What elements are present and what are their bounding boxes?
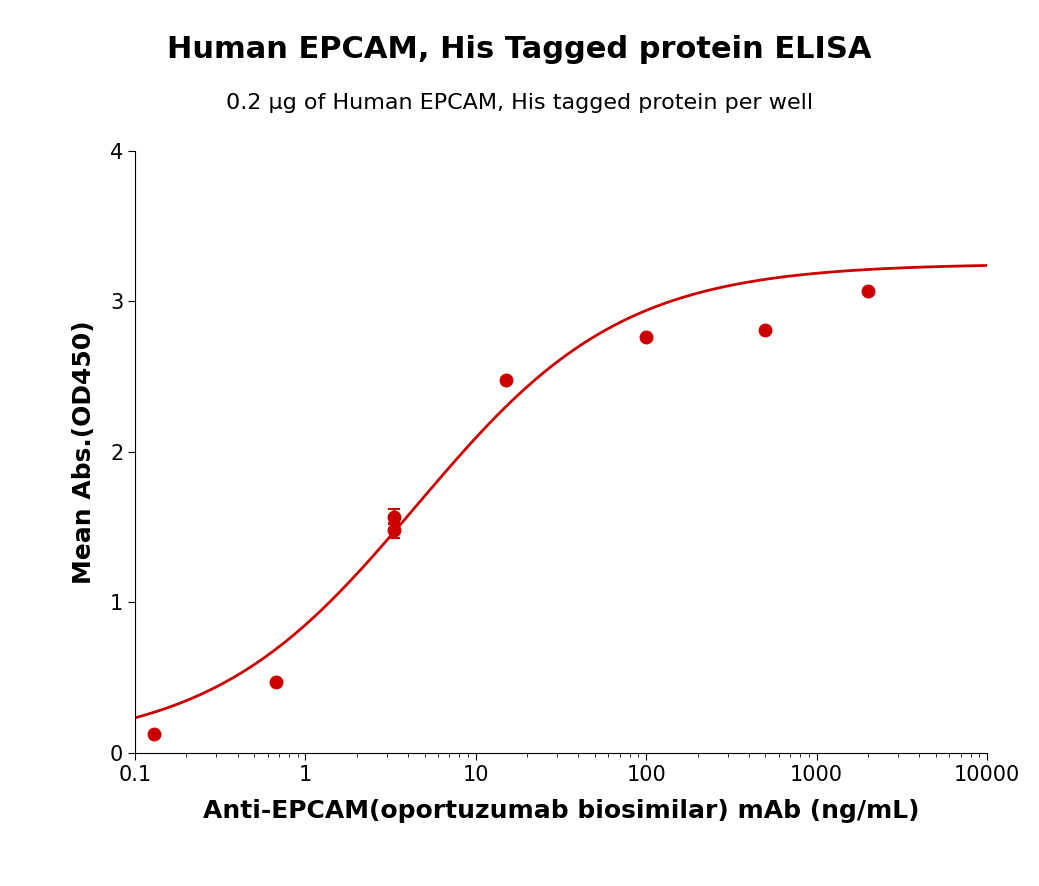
Text: Human EPCAM, His Tagged protein ELISA: Human EPCAM, His Tagged protein ELISA [167,35,872,65]
X-axis label: Anti-EPCAM(oportuzumab biosimilar) mAb (ng/mL): Anti-EPCAM(oportuzumab biosimilar) mAb (… [203,799,920,823]
Text: 0.2 μg of Human EPCAM, His tagged protein per well: 0.2 μg of Human EPCAM, His tagged protei… [225,93,814,113]
Y-axis label: Mean Abs.(OD450): Mean Abs.(OD450) [72,320,97,584]
